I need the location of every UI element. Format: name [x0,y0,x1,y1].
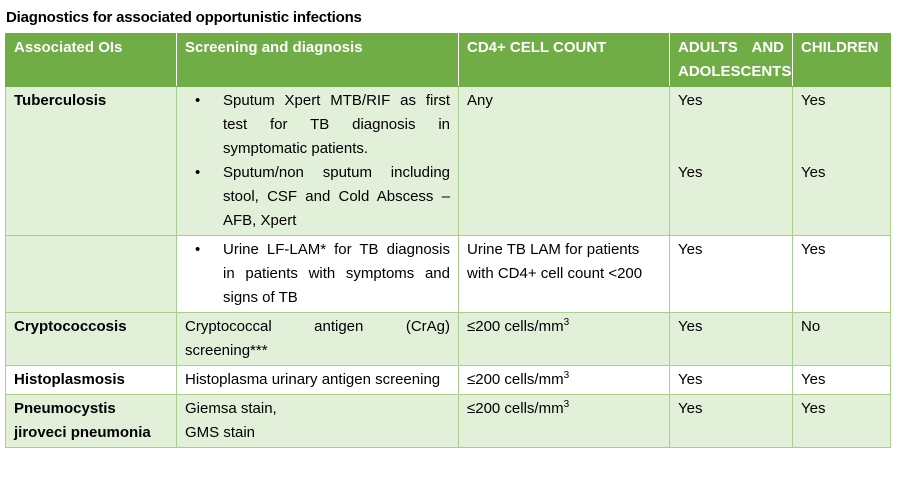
oi-name-empty [5,235,177,313]
header-screening: Screening and diagnosis [176,33,459,87]
screening-cell: Cryptococcal antigen (CrAg) screening*** [176,312,459,366]
header-adults: ADULTS AND ADOLESCENTS [669,33,793,87]
bullet-icon: • [195,164,201,181]
cd4-cell: Urine TB LAM for patients with CD4+ cell… [458,235,670,313]
adults-cell: Yes [669,365,793,395]
children-cell: No [792,312,891,366]
cd4-superscript: 3 [563,399,570,410]
cd4-cell: ≤200 cells/mm3 [458,312,670,366]
children-value: Yes [801,164,826,181]
list-item: • Sputum Xpert MTB/RIF as first test for … [195,89,450,161]
children-value: Yes [801,92,826,109]
oi-name: Cryptococcosis [5,312,177,366]
cd4-superscript: 3 [563,370,570,381]
screening-cell: Histoplasma urinary antigen screening [176,365,459,395]
list-item: • Sputum/non sputum including stool, CSF … [195,161,450,233]
cd4-cell: ≤200 cells/mm3 [458,394,670,448]
adults-cell: Yes [669,312,793,366]
page-title: Diagnostics for associated opportunistic… [6,9,362,26]
header-children: CHILDREN [792,33,891,87]
bullet-icon: • [195,241,201,258]
cd4-text: ≤200 cells/mm [467,318,564,335]
screening-cell: • Sputum Xpert MTB/RIF as first test for … [176,86,459,236]
children-cell: Yes Yes [792,86,891,236]
oi-name: Histoplasmosis [5,365,177,395]
list-item: • Urine LF-LAM* for TB diagnosis in patie… [195,238,450,310]
adults-cell: Yes Yes [669,86,793,236]
diagnostics-table: Associated OIs Screening and diagnosis C… [5,33,891,448]
table-row-tb-lam: • Urine LF-LAM* for TB diagnosis in patie… [5,235,891,313]
list-item-text: Urine LF-LAM* for TB diagnosis in patien… [223,241,450,306]
cd4-cell: Any [458,86,670,236]
adults-value: Yes [678,164,703,181]
header-associated-ois: Associated OIs [5,33,177,87]
screening-cell: • Urine LF-LAM* for TB diagnosis in patie… [176,235,459,313]
cd4-cell: ≤200 cells/mm3 [458,365,670,395]
screening-text: GMS stain [185,424,256,441]
adults-cell: Yes [669,394,793,448]
cd4-superscript: 3 [563,317,570,328]
adults-cell: Yes [669,235,793,313]
list-item-text: Sputum/non sputum including stool, CSF a… [223,164,450,229]
screening-cell: Giemsa stain, GMS stain [176,394,459,448]
cd4-text: ≤200 cells/mm [467,400,564,417]
list-item-text: Sputum Xpert MTB/RIF as first test for T… [223,92,450,157]
children-cell: Yes [792,394,891,448]
header-cd4: CD4+ CELL COUNT [458,33,670,87]
adults-value: Yes [678,92,703,109]
table-row-tuberculosis: Tuberculosis • Sputum Xpert MTB/RIF as fi… [5,86,891,236]
oi-name: Tuberculosis [5,86,177,236]
screening-text: Histoplasma urinary antigen screening [185,371,441,388]
bullet-icon: • [195,92,201,109]
screening-text: Cryptococcal antigen (CrAg) screening*** [185,318,450,359]
table-row-cryptococcosis: Cryptococcosis Cryptococcal antigen (CrA… [5,312,891,366]
table-row-pneumocystis: Pneumocystis jiroveci pneumonia Giemsa s… [5,394,891,448]
table-row-histoplasmosis: Histoplasmosis Histoplasma urinary antig… [5,365,891,395]
cd4-text: ≤200 cells/mm [467,371,564,388]
children-cell: Yes [792,235,891,313]
screening-text: Giemsa stain, [185,400,277,417]
oi-name: Pneumocystis jiroveci pneumonia [5,394,177,448]
header-row: Associated OIs Screening and diagnosis C… [5,33,891,87]
children-cell: Yes [792,365,891,395]
